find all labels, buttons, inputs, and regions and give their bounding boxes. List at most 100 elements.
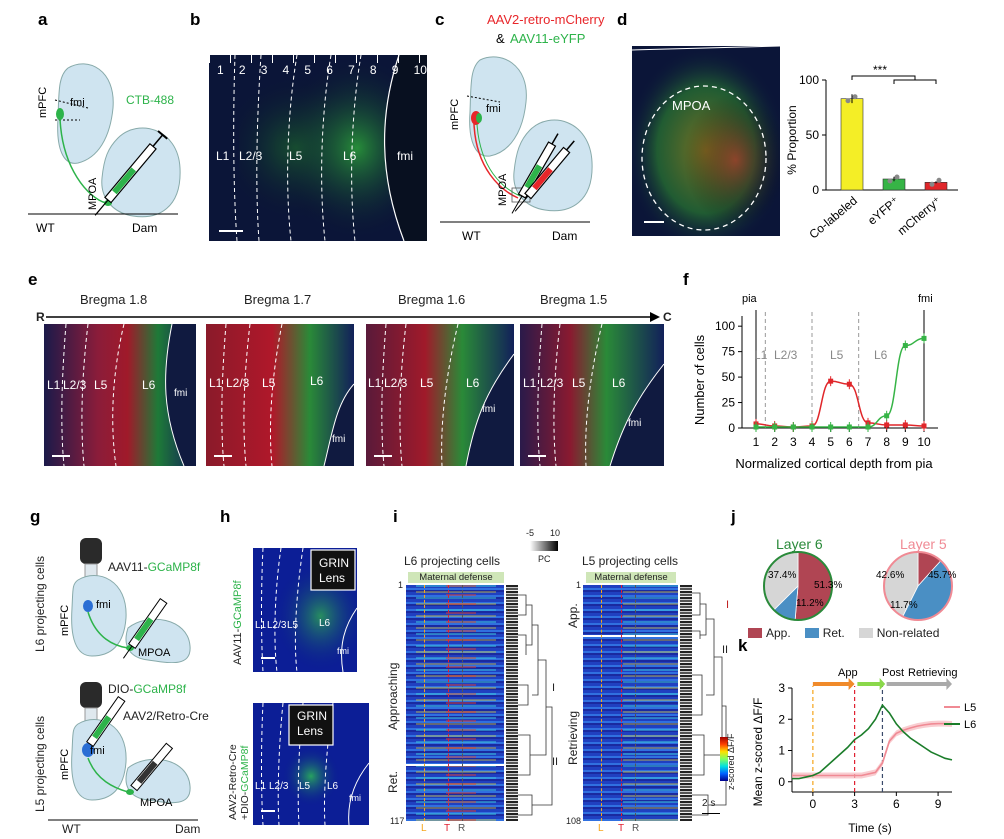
layer-label: L6 (327, 781, 339, 792)
layer-label: L1 (523, 376, 537, 390)
syringe-icon (94, 130, 168, 216)
grin-image-top: GRIN Lens L1 L2/3 L5 L6 fmi (253, 548, 357, 672)
panel-letter-b: b (190, 10, 201, 29)
data-point (753, 424, 759, 430)
pie-outline (883, 551, 953, 621)
layer-label: L2/3 (774, 348, 798, 362)
heatmap-title-right: L5 projecting cells (582, 554, 679, 568)
data-point (884, 413, 890, 419)
cluster-label: II (722, 644, 729, 656)
layer-label: L6 (612, 376, 626, 390)
rostral-label: R (36, 310, 45, 324)
layer-label: L1 (754, 348, 768, 362)
grin-image-bottom: GRIN Lens L1 L2/3 L5 L6 fmi (253, 703, 369, 825)
panel-d-micrograph: MPOA (632, 46, 780, 236)
pc-column-left (506, 585, 518, 821)
layer-label: L1 (209, 376, 223, 390)
slice-label: 45.7% (928, 570, 956, 581)
cbar-min: -5 (526, 528, 535, 538)
mpfc-label: mPFC (37, 87, 49, 118)
depth-number: 1 (217, 63, 224, 77)
depth-number: 3 (260, 63, 268, 77)
rostro-caudal-arrow (46, 312, 660, 322)
bregma-label: Bregma 1.5 (540, 292, 608, 307)
heatmap-right (583, 585, 678, 821)
layer-label: L2/3 (384, 376, 408, 390)
mpfc-label: mPFC (449, 99, 461, 130)
data-point (809, 424, 815, 430)
data-point (828, 378, 834, 384)
y-tick-label: 0 (778, 775, 785, 789)
fmi-label: fmi (96, 599, 111, 611)
x-tick-label: 8 (883, 435, 890, 449)
slice-label: 51.3% (814, 580, 842, 591)
cluster-label: I (726, 599, 730, 611)
side-label-top: L6 projecting cells (33, 555, 47, 652)
behavior-bar: Maternal defense (408, 572, 504, 583)
layer-label: fmi (482, 404, 496, 415)
section-image: L1 L2/3 L5 L6 fmi (366, 324, 514, 466)
panel-d-chart: 0 50 100 Co-labeled eYFP⁺mCherry⁺ *** % Prop… (785, 63, 958, 242)
layer-label: L2/3 (269, 781, 289, 792)
layer-label: L1 (47, 378, 61, 392)
x-tick-label: 10 (917, 435, 931, 449)
x-tick-label: 4 (809, 435, 816, 449)
data-point (772, 424, 778, 430)
panel-letter-d: d (617, 10, 628, 29)
depth-number: 10 (413, 63, 427, 77)
row-start: 1 (576, 580, 582, 590)
pie-outline (763, 551, 833, 621)
region-label: MPOA (672, 98, 711, 113)
depth-scale: 1 2 3 4 5 6 7 8 9 10 (217, 63, 427, 77)
layer-label: L5 (262, 376, 276, 390)
layer-label: L6 (874, 348, 888, 362)
grin-label: GRIN (297, 709, 327, 723)
marker-label: L (421, 823, 427, 834)
group-label: Ret. (386, 770, 400, 793)
wt-label: WT (462, 229, 481, 243)
layer-label: L2/3 (540, 376, 564, 390)
panel-g-bottom-schematic: mPFC fmi MPOA (48, 682, 198, 821)
phase-arrow-app (812, 678, 855, 690)
panel-letter-a: a (38, 10, 48, 29)
pia-label: pia (742, 293, 758, 305)
heatmap-title-left: L6 projecting cells (404, 554, 501, 568)
bar (840, 98, 864, 191)
dam-label: Dam (132, 221, 157, 235)
bregma-label: Bregma 1.8 (80, 292, 148, 307)
bregma-label: Bregma 1.7 (244, 292, 312, 307)
pie-title-left: Layer 6 (776, 536, 823, 552)
tracer-label: CTB-488 (126, 93, 174, 107)
phase-label: Post (882, 667, 904, 679)
lens-label: Lens (297, 724, 324, 738)
layer-label: L1 (255, 781, 267, 792)
layer-label: L5 (94, 378, 108, 392)
x-tick-label: 0 (810, 797, 817, 811)
x-tick-label: 6 (846, 435, 853, 449)
series-line (792, 703, 953, 780)
series-line (792, 722, 953, 777)
marker-label: L (598, 823, 604, 834)
panel-g-top-schematic: mPFC fmi MPOA (59, 538, 191, 663)
side-label-top: AAV11-GCaMP8f (232, 580, 244, 665)
mpoa-label: MPOA (87, 177, 99, 210)
row-end: 117 (390, 816, 405, 826)
data-point (852, 94, 858, 100)
panel-letter-f: f (683, 270, 689, 289)
panel-b-micrograph: 1 2 3 4 5 6 7 8 9 10 L1 L2/3 L5 L6 fmi (209, 55, 427, 241)
layer-label: L2/3 (267, 620, 287, 631)
y-tick-label: 75 (722, 345, 736, 359)
layer-label: L5 (572, 376, 586, 390)
fmi-label: fmi (918, 293, 933, 305)
data-point (845, 98, 851, 104)
layer-label: fmi (337, 646, 349, 656)
layer-label: fmi (397, 149, 413, 163)
marker-label: T (618, 823, 625, 834)
data-point (846, 381, 852, 387)
virus-label: AAV11-GCaMP8f (108, 560, 201, 574)
layer-label: L5 (299, 781, 311, 792)
data-point (902, 422, 908, 428)
virus-label: DIO-GCaMP8f (108, 682, 187, 696)
brain-section-mpoa (101, 127, 181, 218)
row-start: 1 (398, 580, 404, 590)
